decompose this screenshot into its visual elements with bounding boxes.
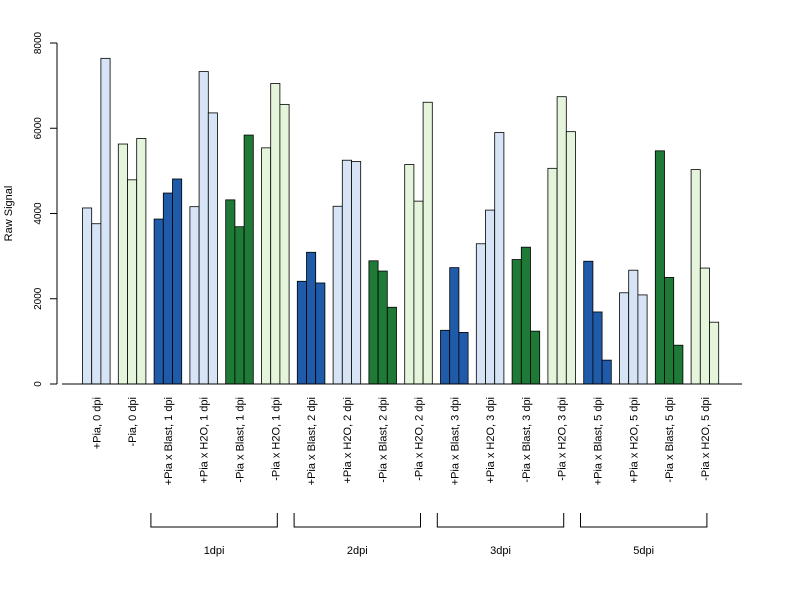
category-label: +Pia x H2O, 2 dpi [342, 397, 354, 484]
category-label: -Pia x Blast, 1 dpi [235, 397, 247, 483]
group-label: 1dpi [204, 545, 225, 557]
bar [270, 83, 281, 385]
y-tick-label: 8000 [33, 31, 44, 54]
category-label: +Pia, 0 dpi [91, 397, 103, 449]
bar [296, 280, 307, 385]
group-bracket [150, 513, 278, 528]
group-bracket [436, 513, 565, 528]
category-label: -Pia x Blast, 5 dpi [664, 397, 676, 483]
bar [91, 223, 102, 385]
group-bracket [293, 513, 421, 528]
bar [351, 161, 362, 385]
bar [547, 167, 558, 385]
group-label: 2dpi [347, 545, 368, 557]
bar [127, 179, 138, 385]
bar [172, 178, 183, 385]
bar [583, 260, 594, 385]
bar [315, 282, 326, 385]
category-label: -Pia x H2O, 2 dpi [414, 397, 426, 481]
y-tick-label: 4000 [33, 202, 44, 225]
category-label: +Pia x Blast, 2 dpi [306, 397, 318, 485]
bar [136, 138, 147, 385]
bar [637, 294, 648, 385]
bar [404, 164, 415, 385]
bar [530, 330, 541, 385]
bar [699, 267, 710, 385]
bar [207, 112, 218, 385]
bar [234, 226, 245, 385]
bar [592, 311, 603, 385]
bar [413, 200, 424, 385]
y-tick-label: 2000 [33, 287, 44, 310]
bar [440, 329, 451, 385]
bar [189, 206, 200, 385]
bar [153, 218, 164, 385]
group-label: 3dpi [490, 545, 511, 557]
bar [619, 292, 630, 385]
bar [458, 332, 469, 385]
bar [198, 71, 209, 385]
bar [449, 267, 460, 385]
bar [485, 209, 496, 385]
bar [243, 134, 254, 385]
category-label: +Pia x Blast, 1 dpi [163, 397, 175, 485]
bar [332, 205, 343, 385]
bar [709, 321, 720, 385]
bar [690, 169, 701, 385]
category-label: -Pia x H2O, 3 dpi [557, 397, 569, 481]
bar [117, 143, 128, 385]
bar [494, 132, 505, 385]
bar [368, 260, 379, 385]
bars [82, 57, 720, 385]
category-label: -Pia x Blast, 3 dpi [521, 397, 533, 483]
category-labels: +Pia, 0 dpi -Pia, 0 dpi +Pia x Blast, 1 dp… [91, 397, 712, 485]
bar [306, 251, 317, 385]
bar [654, 150, 665, 385]
bar [511, 259, 522, 385]
group-brackets: 1dpi 2dpi 3dpi 5dpi [150, 513, 708, 557]
bar [377, 270, 388, 385]
bar [82, 207, 93, 385]
y-tick-label: 0 [33, 381, 44, 387]
group-label: 5dpi [633, 545, 654, 557]
y-tick-label: 6000 [33, 117, 44, 140]
bar [261, 147, 272, 385]
bar [341, 159, 352, 385]
category-label: -Pia x H2O, 1 dpi [270, 397, 282, 481]
bar [475, 243, 486, 385]
category-label: +Pia x Blast, 3 dpi [449, 397, 461, 485]
bar [162, 192, 173, 385]
bar [386, 306, 397, 385]
bar [565, 131, 576, 385]
bar [601, 359, 612, 385]
y-axis: 0 2000 4000 6000 8000 [33, 31, 58, 387]
bar [673, 344, 684, 385]
category-label: +Pia x H2O, 1 dpi [199, 397, 211, 484]
bar [664, 277, 675, 385]
bar [225, 199, 236, 385]
category-label: -Pia, 0 dpi [127, 397, 139, 447]
bar [422, 101, 433, 385]
bar [556, 96, 567, 385]
bar [100, 57, 111, 385]
bar [520, 246, 531, 385]
category-label: +Pia x H2O, 5 dpi [628, 397, 640, 484]
category-label: +Pia x H2O, 3 dpi [485, 397, 497, 484]
category-label: -Pia x Blast, 2 dpi [378, 397, 390, 483]
category-label: +Pia x Blast, 5 dpi [593, 397, 605, 485]
y-axis-title: Raw Signal [3, 186, 15, 242]
bar [628, 269, 639, 385]
bar [279, 103, 290, 385]
group-bracket [580, 513, 708, 528]
category-label: -Pia x H2O, 5 dpi [700, 397, 712, 481]
